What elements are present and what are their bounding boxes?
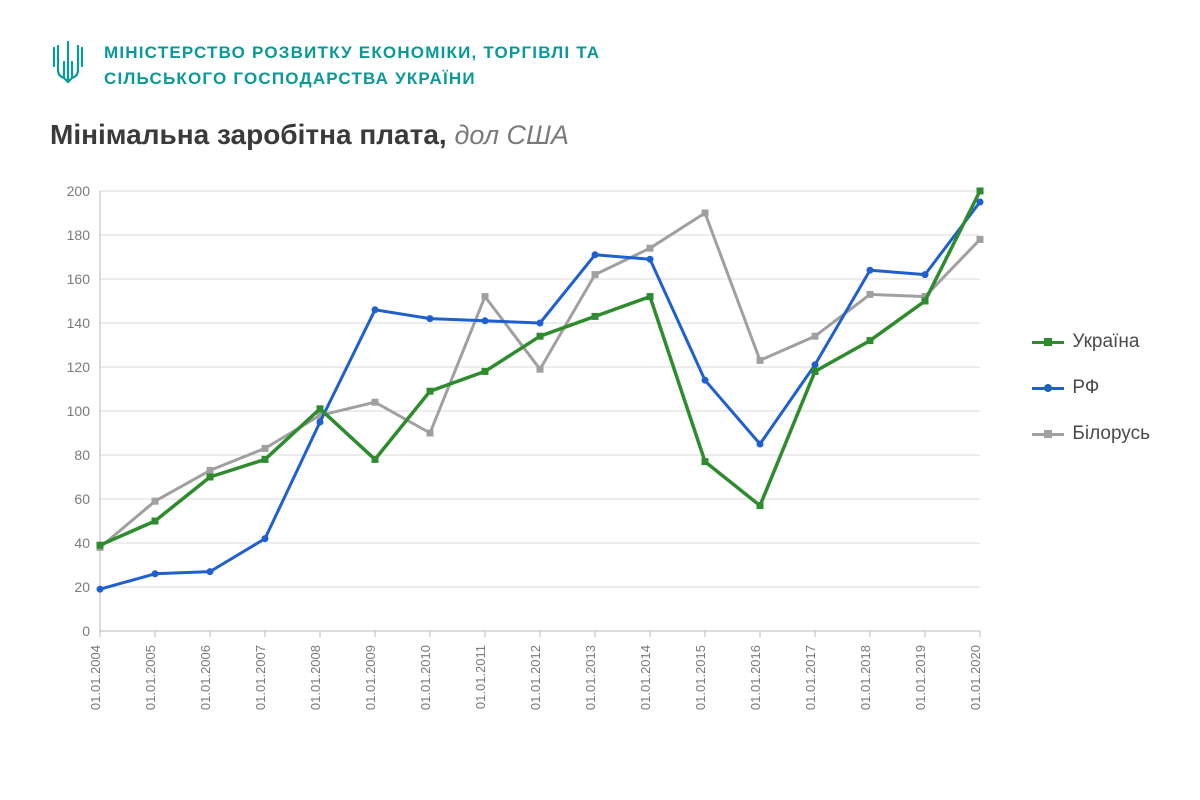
svg-text:01.01.2015: 01.01.2015 bbox=[693, 645, 708, 710]
svg-text:01.01.2005: 01.01.2005 bbox=[143, 645, 158, 710]
legend-item-belarus: Білорусь bbox=[1032, 423, 1150, 445]
ministry-line-1: МІНІСТЕРСТВО РОЗВИТКУ ЕКОНОМІКИ, ТОРГІВЛ… bbox=[104, 40, 600, 66]
legend-swatch-rf bbox=[1032, 387, 1064, 390]
svg-text:01.01.2018: 01.01.2018 bbox=[858, 645, 873, 710]
svg-text:01.01.2009: 01.01.2009 bbox=[363, 645, 378, 710]
svg-text:01.01.2019: 01.01.2019 bbox=[913, 645, 928, 710]
legend-swatch-ukraine bbox=[1032, 341, 1064, 344]
svg-text:40: 40 bbox=[74, 535, 90, 551]
svg-text:0: 0 bbox=[82, 623, 90, 639]
svg-text:01.01.2020: 01.01.2020 bbox=[968, 645, 983, 710]
svg-text:01.01.2008: 01.01.2008 bbox=[308, 645, 323, 710]
svg-text:100: 100 bbox=[67, 403, 91, 419]
chart-container: 0 20 40 60 80 100 120 140 160 180 200 01.01.2004 01.… bbox=[50, 171, 1150, 731]
chart-subtitle: дол США bbox=[454, 120, 568, 150]
svg-text:01.01.2006: 01.01.2006 bbox=[198, 645, 213, 710]
legend-swatch-belarus bbox=[1032, 433, 1064, 436]
svg-text:80: 80 bbox=[74, 447, 90, 463]
ministry-line-2: СІЛЬСЬКОГО ГОСПОДАРСТВА УКРАЇНИ bbox=[104, 66, 600, 92]
chart-title: Мінімальна заробітна плата, bbox=[50, 119, 454, 150]
svg-text:180: 180 bbox=[67, 227, 91, 243]
svg-text:01.01.2014: 01.01.2014 bbox=[638, 645, 653, 710]
legend-label-belarus: Білорусь bbox=[1072, 423, 1150, 445]
chart-title-row: Мінімальна заробітна плата, дол США bbox=[50, 119, 1150, 151]
ministry-name: МІНІСТЕРСТВО РОЗВИТКУ ЕКОНОМІКИ, ТОРГІВЛ… bbox=[104, 40, 600, 91]
legend-label-rf: РФ bbox=[1072, 377, 1099, 399]
svg-text:01.01.2004: 01.01.2004 bbox=[88, 645, 103, 710]
trident-emblem-icon bbox=[50, 40, 86, 84]
svg-text:01.01.2016: 01.01.2016 bbox=[748, 645, 763, 710]
svg-text:200: 200 bbox=[67, 183, 91, 199]
svg-text:120: 120 bbox=[67, 359, 91, 375]
svg-text:01.01.2011: 01.01.2011 bbox=[473, 645, 488, 709]
svg-text:20: 20 bbox=[74, 579, 90, 595]
line-chart-svg: 0 20 40 60 80 100 120 140 160 180 200 01.01.2004 01.… bbox=[50, 171, 1000, 731]
svg-text:160: 160 bbox=[67, 271, 91, 287]
svg-text:140: 140 bbox=[67, 315, 91, 331]
svg-text:01.01.2010: 01.01.2010 bbox=[418, 645, 433, 710]
chart-plot-area: 0 20 40 60 80 100 120 140 160 180 200 01.01.2004 01.… bbox=[50, 171, 1008, 731]
svg-text:60: 60 bbox=[74, 491, 90, 507]
legend-label-ukraine: Україна bbox=[1072, 331, 1139, 353]
svg-text:01.01.2013: 01.01.2013 bbox=[583, 645, 598, 710]
legend-item-rf: РФ bbox=[1032, 377, 1150, 399]
svg-text:01.01.2017: 01.01.2017 bbox=[803, 645, 818, 710]
chart-legend: Україна РФ Білорусь bbox=[1008, 171, 1150, 469]
svg-text:01.01.2012: 01.01.2012 bbox=[528, 645, 543, 710]
legend-item-ukraine: Україна bbox=[1032, 331, 1150, 353]
header: МІНІСТЕРСТВО РОЗВИТКУ ЕКОНОМІКИ, ТОРГІВЛ… bbox=[50, 40, 1150, 91]
svg-text:01.01.2007: 01.01.2007 bbox=[253, 645, 268, 710]
